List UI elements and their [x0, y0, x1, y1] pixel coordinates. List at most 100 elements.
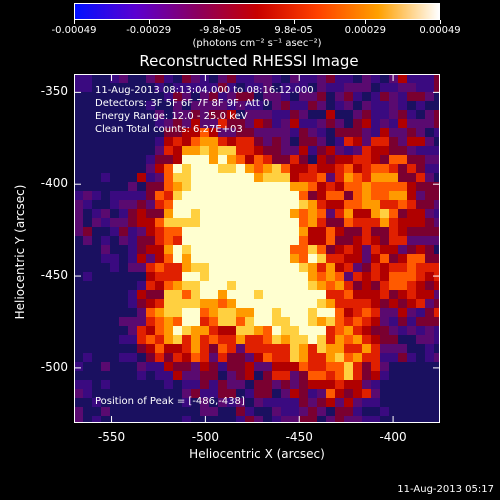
map-pixel	[335, 119, 345, 129]
map-pixel	[227, 74, 237, 84]
map-pixel	[209, 263, 219, 273]
map-pixel	[326, 191, 336, 201]
map-pixel	[74, 128, 84, 138]
map-pixel	[353, 83, 363, 93]
map-pixel	[173, 263, 183, 273]
map-pixel	[227, 362, 237, 372]
map-pixel	[326, 380, 336, 390]
map-pixel	[137, 308, 147, 318]
map-pixel	[344, 380, 354, 390]
map-pixel	[182, 119, 192, 129]
map-pixel	[299, 200, 309, 210]
map-pixel	[92, 74, 102, 84]
map-pixel	[281, 119, 291, 129]
map-pixel	[128, 308, 138, 318]
map-pixel	[119, 416, 129, 423]
map-pixel	[326, 83, 336, 93]
map-pixel	[218, 344, 228, 354]
map-pixel	[209, 407, 219, 417]
map-pixel	[209, 371, 219, 381]
map-pixel	[389, 92, 399, 102]
colorbar-tick	[293, 20, 295, 24]
map-pixel	[146, 191, 156, 201]
map-pixel	[344, 371, 354, 381]
map-pixel	[299, 155, 309, 165]
map-pixel	[434, 398, 440, 408]
map-pixel	[263, 362, 273, 372]
map-pixel	[407, 191, 417, 201]
map-pixel	[173, 416, 183, 423]
map-pixel	[407, 389, 417, 399]
map-pixel	[326, 245, 336, 255]
map-pixel	[263, 290, 273, 300]
map-pixel	[173, 173, 183, 183]
map-pixel	[182, 245, 192, 255]
map-pixel	[173, 227, 183, 237]
map-pixel	[155, 92, 165, 102]
map-pixel	[110, 398, 120, 408]
map-pixel	[272, 263, 282, 273]
map-pixel	[389, 407, 399, 417]
map-pixel	[398, 263, 408, 273]
colorbar-tick-label: 9.8e-05	[274, 25, 313, 36]
map-pixel	[128, 209, 138, 219]
map-pixel	[371, 263, 381, 273]
map-pixel	[155, 128, 165, 138]
map-pixel	[110, 236, 120, 246]
map-pixel	[398, 92, 408, 102]
map-pixel	[407, 119, 417, 129]
map-pixel	[398, 299, 408, 309]
map-pixel	[335, 83, 345, 93]
map-pixel	[92, 362, 102, 372]
map-pixel	[218, 245, 228, 255]
map-pixel	[83, 371, 93, 381]
map-pixel	[164, 119, 174, 129]
map-pixel	[263, 110, 273, 120]
map-pixel	[416, 137, 426, 147]
map-pixel	[416, 389, 426, 399]
map-pixel	[209, 290, 219, 300]
map-pixel	[263, 236, 273, 246]
map-pixel	[281, 137, 291, 147]
map-pixel	[272, 173, 282, 183]
map-pixel	[92, 146, 102, 156]
map-pixel	[407, 371, 417, 381]
map-pixel	[146, 335, 156, 345]
map-pixel	[344, 92, 354, 102]
map-pixel	[371, 101, 381, 111]
map-pixel	[407, 92, 417, 102]
map-pixel	[308, 389, 318, 399]
map-pixel	[425, 137, 435, 147]
map-pixel	[317, 326, 327, 336]
map-pixel	[326, 398, 336, 408]
map-pixel	[101, 146, 111, 156]
map-pixel	[254, 380, 264, 390]
map-pixel	[191, 245, 201, 255]
map-pixel	[236, 92, 246, 102]
map-pixel	[398, 128, 408, 138]
map-pixel	[434, 290, 440, 300]
map-pixel	[290, 254, 300, 264]
map-pixel	[92, 200, 102, 210]
map-pixel	[137, 263, 147, 273]
map-pixel	[101, 263, 111, 273]
map-pixel	[155, 254, 165, 264]
map-pixel	[101, 326, 111, 336]
map-pixel	[182, 380, 192, 390]
map-pixel	[281, 281, 291, 291]
map-pixel	[308, 137, 318, 147]
map-pixel	[182, 407, 192, 417]
map-pixel	[209, 146, 219, 156]
map-pixel	[92, 83, 102, 93]
map-pixel	[362, 344, 372, 354]
map-pixel	[227, 407, 237, 417]
map-pixel	[74, 398, 84, 408]
map-pixel	[299, 281, 309, 291]
map-pixel	[299, 389, 309, 399]
map-pixel	[434, 281, 440, 291]
map-pixel	[263, 137, 273, 147]
map-pixel	[119, 245, 129, 255]
map-pixel	[209, 416, 219, 423]
map-pixel	[137, 254, 147, 264]
colorbar-tick	[220, 20, 222, 24]
